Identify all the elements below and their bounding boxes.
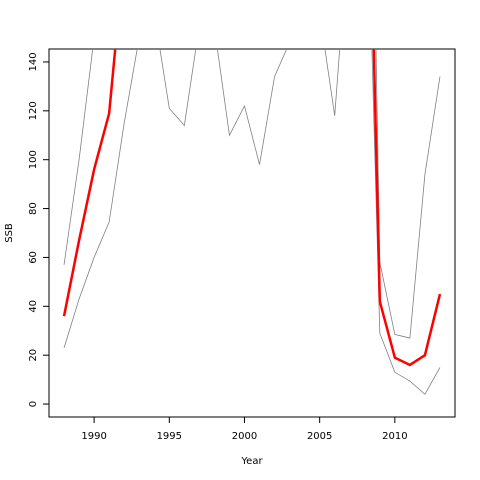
series-line: [62, 49, 442, 367]
lines: [62, 49, 442, 395]
y-tick-label: 20: [28, 349, 39, 362]
y-tick-label: 120: [28, 101, 39, 120]
y-tick-label: 0: [28, 401, 39, 407]
x-tick-label: 2005: [307, 431, 332, 442]
x-axis-label: Year: [240, 456, 263, 467]
y-tick-label: 60: [28, 251, 39, 264]
y-axis-label: SSB: [4, 223, 15, 243]
x-tick-label: 1990: [81, 431, 106, 442]
plot-frame: [48, 48, 456, 418]
x-tick-label: 2010: [382, 431, 407, 442]
x-tick-label: 2000: [232, 431, 257, 442]
y-tick-label: 140: [28, 52, 39, 71]
y-tick-label: 100: [28, 150, 39, 169]
series-line: [63, 49, 441, 339]
y-tick-label: 40: [28, 300, 39, 313]
y-tick-label: 80: [28, 202, 39, 215]
x-tick-label: 1995: [157, 431, 182, 442]
series-line: [63, 49, 441, 395]
